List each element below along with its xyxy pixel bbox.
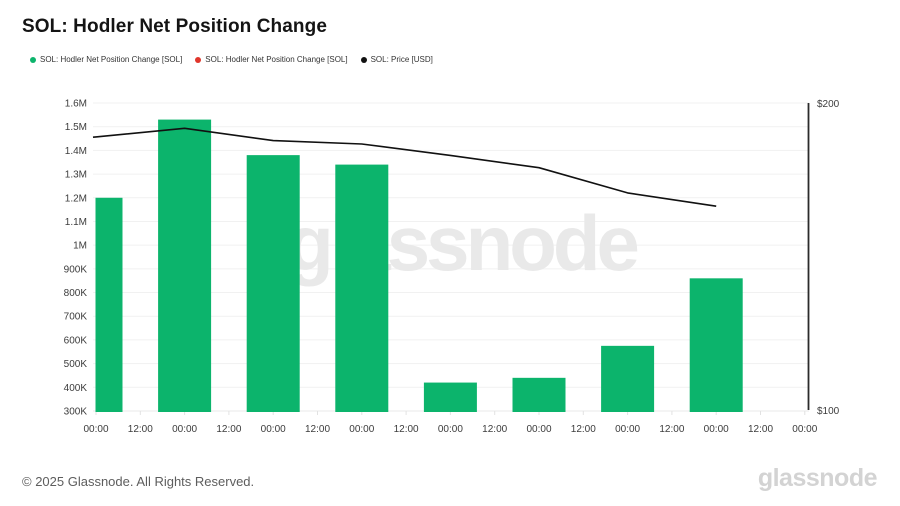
bar[interactable]	[158, 119, 212, 412]
x-axis-tick-label: 12:00	[659, 424, 684, 435]
bar[interactable]	[601, 345, 655, 412]
x-axis-tick-label: 12:00	[748, 424, 773, 435]
y-axis-left-tick-label: 500K	[64, 359, 88, 370]
x-axis-tick-label: 12:00	[305, 424, 330, 435]
y-axis-left-tick-label: 1.1M	[65, 217, 87, 228]
x-axis-tick-label: 00:00	[792, 424, 817, 435]
legend-marker-icon	[360, 56, 367, 63]
x-axis-tick-label: 12:00	[394, 424, 419, 435]
bar[interactable]	[246, 155, 300, 412]
x-axis-tick-label: 00:00	[261, 424, 286, 435]
y-axis-left-tick-label: 1.5M	[65, 122, 87, 133]
y-axis-left-tick-label: 900K	[64, 264, 88, 275]
page-title: SOL: Hodler Net Position Change	[22, 16, 328, 37]
y-axis-left-tick-label: 1.4M	[65, 146, 87, 157]
x-axis-tick-label: 00:00	[349, 424, 374, 435]
y-axis-left-tick-label: 1.2M	[65, 193, 87, 204]
chart-legend: SOL: Hodler Net Position Change [SOL] SOL…	[30, 55, 446, 64]
y-axis-left-tick-label: 1.3M	[65, 170, 87, 181]
legend-item-label: SOL: Price [USD]	[370, 55, 433, 64]
glassnode-logo: glassnode	[757, 464, 878, 492]
bar[interactable]	[335, 164, 389, 412]
bar[interactable]	[689, 278, 743, 412]
y-axis-left-tick-label: 700K	[64, 312, 88, 323]
legend-item-2[interactable]: SOL: Price [USD]	[360, 55, 433, 64]
legend-item-label: SOL: Hodler Net Position Change [SOL]	[205, 55, 348, 64]
legend-marker-icon	[30, 56, 36, 63]
bar[interactable]	[512, 377, 566, 412]
x-axis-tick-label: 00:00	[438, 424, 463, 435]
x-axis-tick-label: 00:00	[704, 424, 729, 435]
y-axis-left-tick-label: 600K	[64, 335, 88, 346]
copyright-text: © 2025 Glassnode. All Rights Reserved.	[22, 474, 255, 489]
y-axis-left-tick-label: 400K	[64, 383, 88, 394]
y-axis-left-tick-label: 300K	[64, 407, 88, 418]
legend-item-1[interactable]: SOL: Hodler Net Position Change [SOL]	[195, 55, 348, 64]
price-line	[92, 127, 717, 207]
legend-item-label: SOL: Hodler Net Position Change [SOL]	[40, 55, 183, 64]
x-axis-tick-label: 12:00	[128, 424, 153, 435]
y-axis-left-tick-label: 800K	[64, 288, 88, 299]
x-axis-tick-label: 00:00	[172, 424, 197, 435]
x-axis-tick-label: 12:00	[482, 424, 507, 435]
legend-marker-icon	[195, 56, 202, 63]
bar[interactable]	[95, 197, 123, 412]
x-axis-tick-label: 00:00	[526, 424, 551, 435]
x-axis-tick-label: 12:00	[571, 424, 596, 435]
x-axis-tick-label: 00:00	[615, 424, 640, 435]
y-axis-left-tick-label: 1.6M	[65, 99, 87, 110]
x-axis-tick-label: 12:00	[216, 424, 241, 435]
legend-item-0[interactable]: SOL: Hodler Net Position Change [SOL]	[30, 55, 182, 64]
y-axis-left-tick-label: 1M	[73, 241, 87, 252]
bar[interactable]	[423, 382, 477, 412]
y-axis-right-tick-label: $100	[817, 406, 840, 417]
y-axis-right-tick-label: $200	[817, 99, 840, 110]
x-axis-tick-label: 00:00	[83, 424, 108, 435]
